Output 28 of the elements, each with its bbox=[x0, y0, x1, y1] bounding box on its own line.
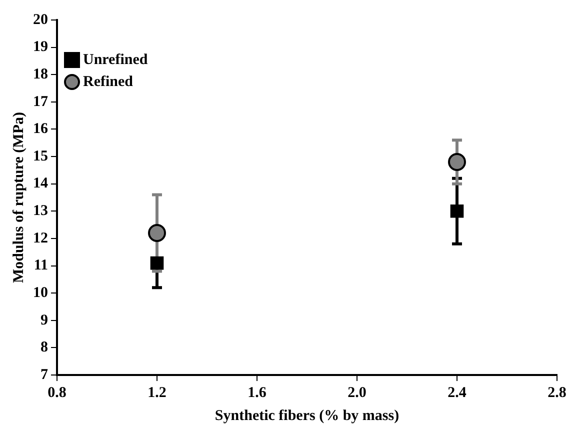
y-tick-label: 9 bbox=[40, 312, 48, 328]
y-tick-label: 13 bbox=[33, 203, 48, 220]
y-tick-label: 15 bbox=[33, 148, 48, 164]
point bbox=[448, 153, 466, 171]
point bbox=[148, 224, 166, 242]
legend-label: Unrefined bbox=[83, 52, 148, 68]
x-tick-label: 2.0 bbox=[348, 384, 366, 401]
y-tick-label: 11 bbox=[34, 258, 48, 274]
x-tick-label: 2.4 bbox=[448, 384, 467, 401]
x-tick-label: 1.2 bbox=[148, 384, 166, 401]
y-tick-label: 20 bbox=[33, 12, 48, 28]
y-tick-label: 8 bbox=[40, 340, 48, 356]
y-tick-label: 10 bbox=[33, 284, 48, 301]
y-tick-label: 12 bbox=[33, 230, 48, 246]
legend-label: Refined bbox=[83, 74, 134, 90]
x-tick-label: 1.6 bbox=[248, 384, 267, 401]
y-axis-title: Modulus of rupture (MPa) bbox=[10, 112, 27, 283]
y-tick-label: 19 bbox=[33, 39, 48, 56]
x-tick-label: 0.8 bbox=[48, 384, 66, 401]
y-tick-label: 7 bbox=[40, 366, 48, 383]
y-tick-label: 16 bbox=[33, 121, 48, 138]
y-tick-label: 17 bbox=[33, 94, 48, 110]
y-tick-label: 14 bbox=[33, 176, 48, 192]
point bbox=[150, 256, 164, 270]
point bbox=[450, 204, 464, 218]
y-tick-label: 18 bbox=[33, 66, 48, 82]
x-axis-title: Synthetic fibers (% by mass) bbox=[214, 408, 400, 424]
x-tick-label: 2.8 bbox=[548, 384, 566, 401]
